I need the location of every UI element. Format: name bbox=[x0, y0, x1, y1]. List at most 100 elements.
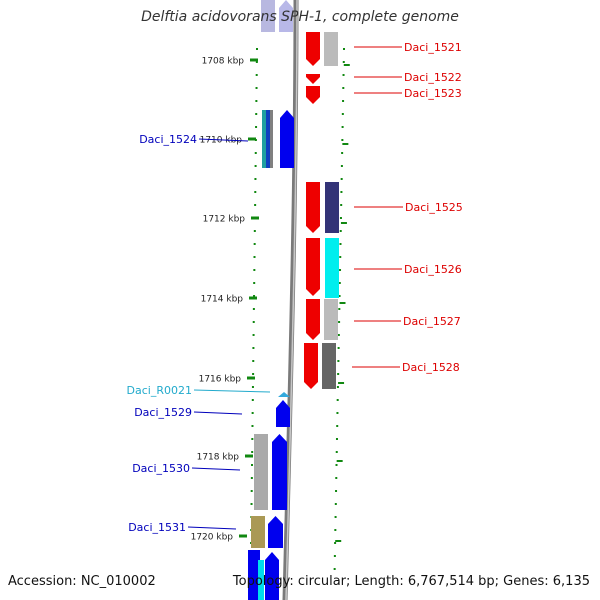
gene-block bbox=[258, 560, 264, 600]
gene-label-line bbox=[193, 389, 271, 393]
gene-arrow-forward bbox=[272, 434, 287, 510]
track-dot bbox=[253, 256, 256, 258]
track-dot bbox=[337, 373, 340, 375]
track-dot bbox=[254, 178, 257, 180]
scale-tick bbox=[248, 137, 256, 141]
gene-block bbox=[270, 110, 273, 168]
gene-label: Daci_1529 bbox=[134, 406, 192, 419]
gene-arrow-forward bbox=[268, 516, 283, 548]
rna-marker bbox=[278, 392, 290, 397]
track-dot bbox=[252, 347, 255, 349]
track-dot bbox=[253, 295, 256, 297]
gene-label-line bbox=[198, 138, 249, 142]
gene-label: Daci_1527 bbox=[403, 315, 461, 328]
gene-block bbox=[324, 32, 338, 66]
gene-block bbox=[251, 516, 265, 548]
gene-label: Daci_1523 bbox=[404, 87, 462, 100]
gene-label: Daci_1526 bbox=[404, 263, 462, 276]
scale-tick bbox=[250, 58, 258, 62]
gene-label: Daci_1524 bbox=[139, 133, 197, 146]
scale-tick-label: 1712 kbp bbox=[203, 215, 246, 225]
track-dot bbox=[333, 555, 336, 557]
track-dot bbox=[340, 178, 343, 180]
track-dot bbox=[335, 477, 338, 479]
genome-backbone bbox=[282, 0, 299, 600]
gene-arrow-forward bbox=[265, 552, 279, 600]
summary-text: Topology: circular; Length: 6,767,514 bp… bbox=[232, 574, 590, 589]
track-dot bbox=[339, 217, 342, 219]
track-dot bbox=[251, 438, 254, 440]
track-dot bbox=[343, 48, 345, 50]
track-dot bbox=[341, 152, 344, 154]
track-dot bbox=[252, 321, 255, 323]
track-dot bbox=[338, 295, 341, 297]
track-dot bbox=[252, 373, 255, 375]
gene-label-line bbox=[187, 526, 237, 530]
scale-tick-label: 1710 kbp bbox=[200, 136, 243, 146]
track-dot bbox=[251, 386, 254, 388]
track-dot bbox=[251, 425, 254, 427]
scale-tick bbox=[336, 460, 343, 462]
gene-block bbox=[262, 110, 266, 168]
track-dot bbox=[253, 269, 256, 271]
track-dot bbox=[342, 100, 345, 102]
track-dot bbox=[252, 308, 255, 310]
track-dot bbox=[254, 191, 257, 193]
track-dot bbox=[339, 243, 342, 245]
track-dot bbox=[339, 256, 342, 258]
track-dot bbox=[337, 334, 340, 336]
track-dot bbox=[336, 412, 339, 414]
track-dot bbox=[251, 451, 254, 453]
track-dot bbox=[252, 360, 255, 362]
gene-arrow-forward bbox=[279, 0, 293, 32]
track-dot bbox=[251, 464, 254, 466]
scale-tick bbox=[247, 376, 255, 380]
gene-label-line bbox=[191, 467, 241, 471]
track-dot bbox=[338, 282, 341, 284]
gene-block bbox=[322, 343, 336, 389]
scale-tick-label: 1708 kbp bbox=[202, 57, 245, 67]
track-dot bbox=[334, 529, 337, 531]
gene-arrow-forward bbox=[280, 110, 294, 168]
scale-tick bbox=[251, 216, 259, 220]
gene-label: Daci_1528 bbox=[402, 361, 460, 374]
track-dot bbox=[336, 399, 339, 401]
track-dot bbox=[255, 61, 258, 63]
track-dot bbox=[255, 126, 258, 128]
gene-arrow-reverse bbox=[306, 182, 320, 233]
gene-block bbox=[248, 550, 260, 600]
gene-block bbox=[266, 110, 270, 168]
scale-tick bbox=[343, 64, 350, 66]
track-dot bbox=[334, 542, 337, 544]
scale-tick bbox=[239, 534, 247, 538]
track-dot bbox=[250, 477, 253, 479]
gene-label: Daci_1531 bbox=[128, 521, 186, 534]
accession-text: Accession: NC_010002 bbox=[8, 574, 156, 589]
track-dot bbox=[341, 113, 344, 115]
track-dot bbox=[334, 503, 337, 505]
gene-arrow-reverse bbox=[306, 86, 320, 104]
track-dot bbox=[342, 74, 345, 76]
gene-arrow-reverse bbox=[306, 32, 320, 66]
track-dot bbox=[255, 74, 258, 76]
track-dot bbox=[255, 100, 258, 102]
track-dot bbox=[337, 347, 340, 349]
gene-label: Daci_R0021 bbox=[127, 384, 192, 397]
track-dot bbox=[256, 48, 258, 50]
scale-tick-label: 1718 kbp bbox=[197, 453, 240, 463]
track-dot bbox=[255, 87, 258, 89]
track-dot bbox=[333, 568, 336, 570]
track-dot bbox=[337, 360, 340, 362]
page-title: Delftia acidovorans SPH-1, complete geno… bbox=[141, 9, 459, 25]
track-dot bbox=[339, 230, 342, 232]
track-dot bbox=[336, 386, 339, 388]
track-dot bbox=[340, 165, 343, 167]
track-dot bbox=[253, 243, 256, 245]
gene-block bbox=[324, 299, 338, 340]
track-dot bbox=[252, 334, 255, 336]
track-dot bbox=[342, 61, 345, 63]
scale-tick bbox=[339, 302, 346, 304]
scale-tick bbox=[338, 382, 345, 384]
track-dot bbox=[253, 230, 256, 232]
track-dot bbox=[250, 490, 253, 492]
